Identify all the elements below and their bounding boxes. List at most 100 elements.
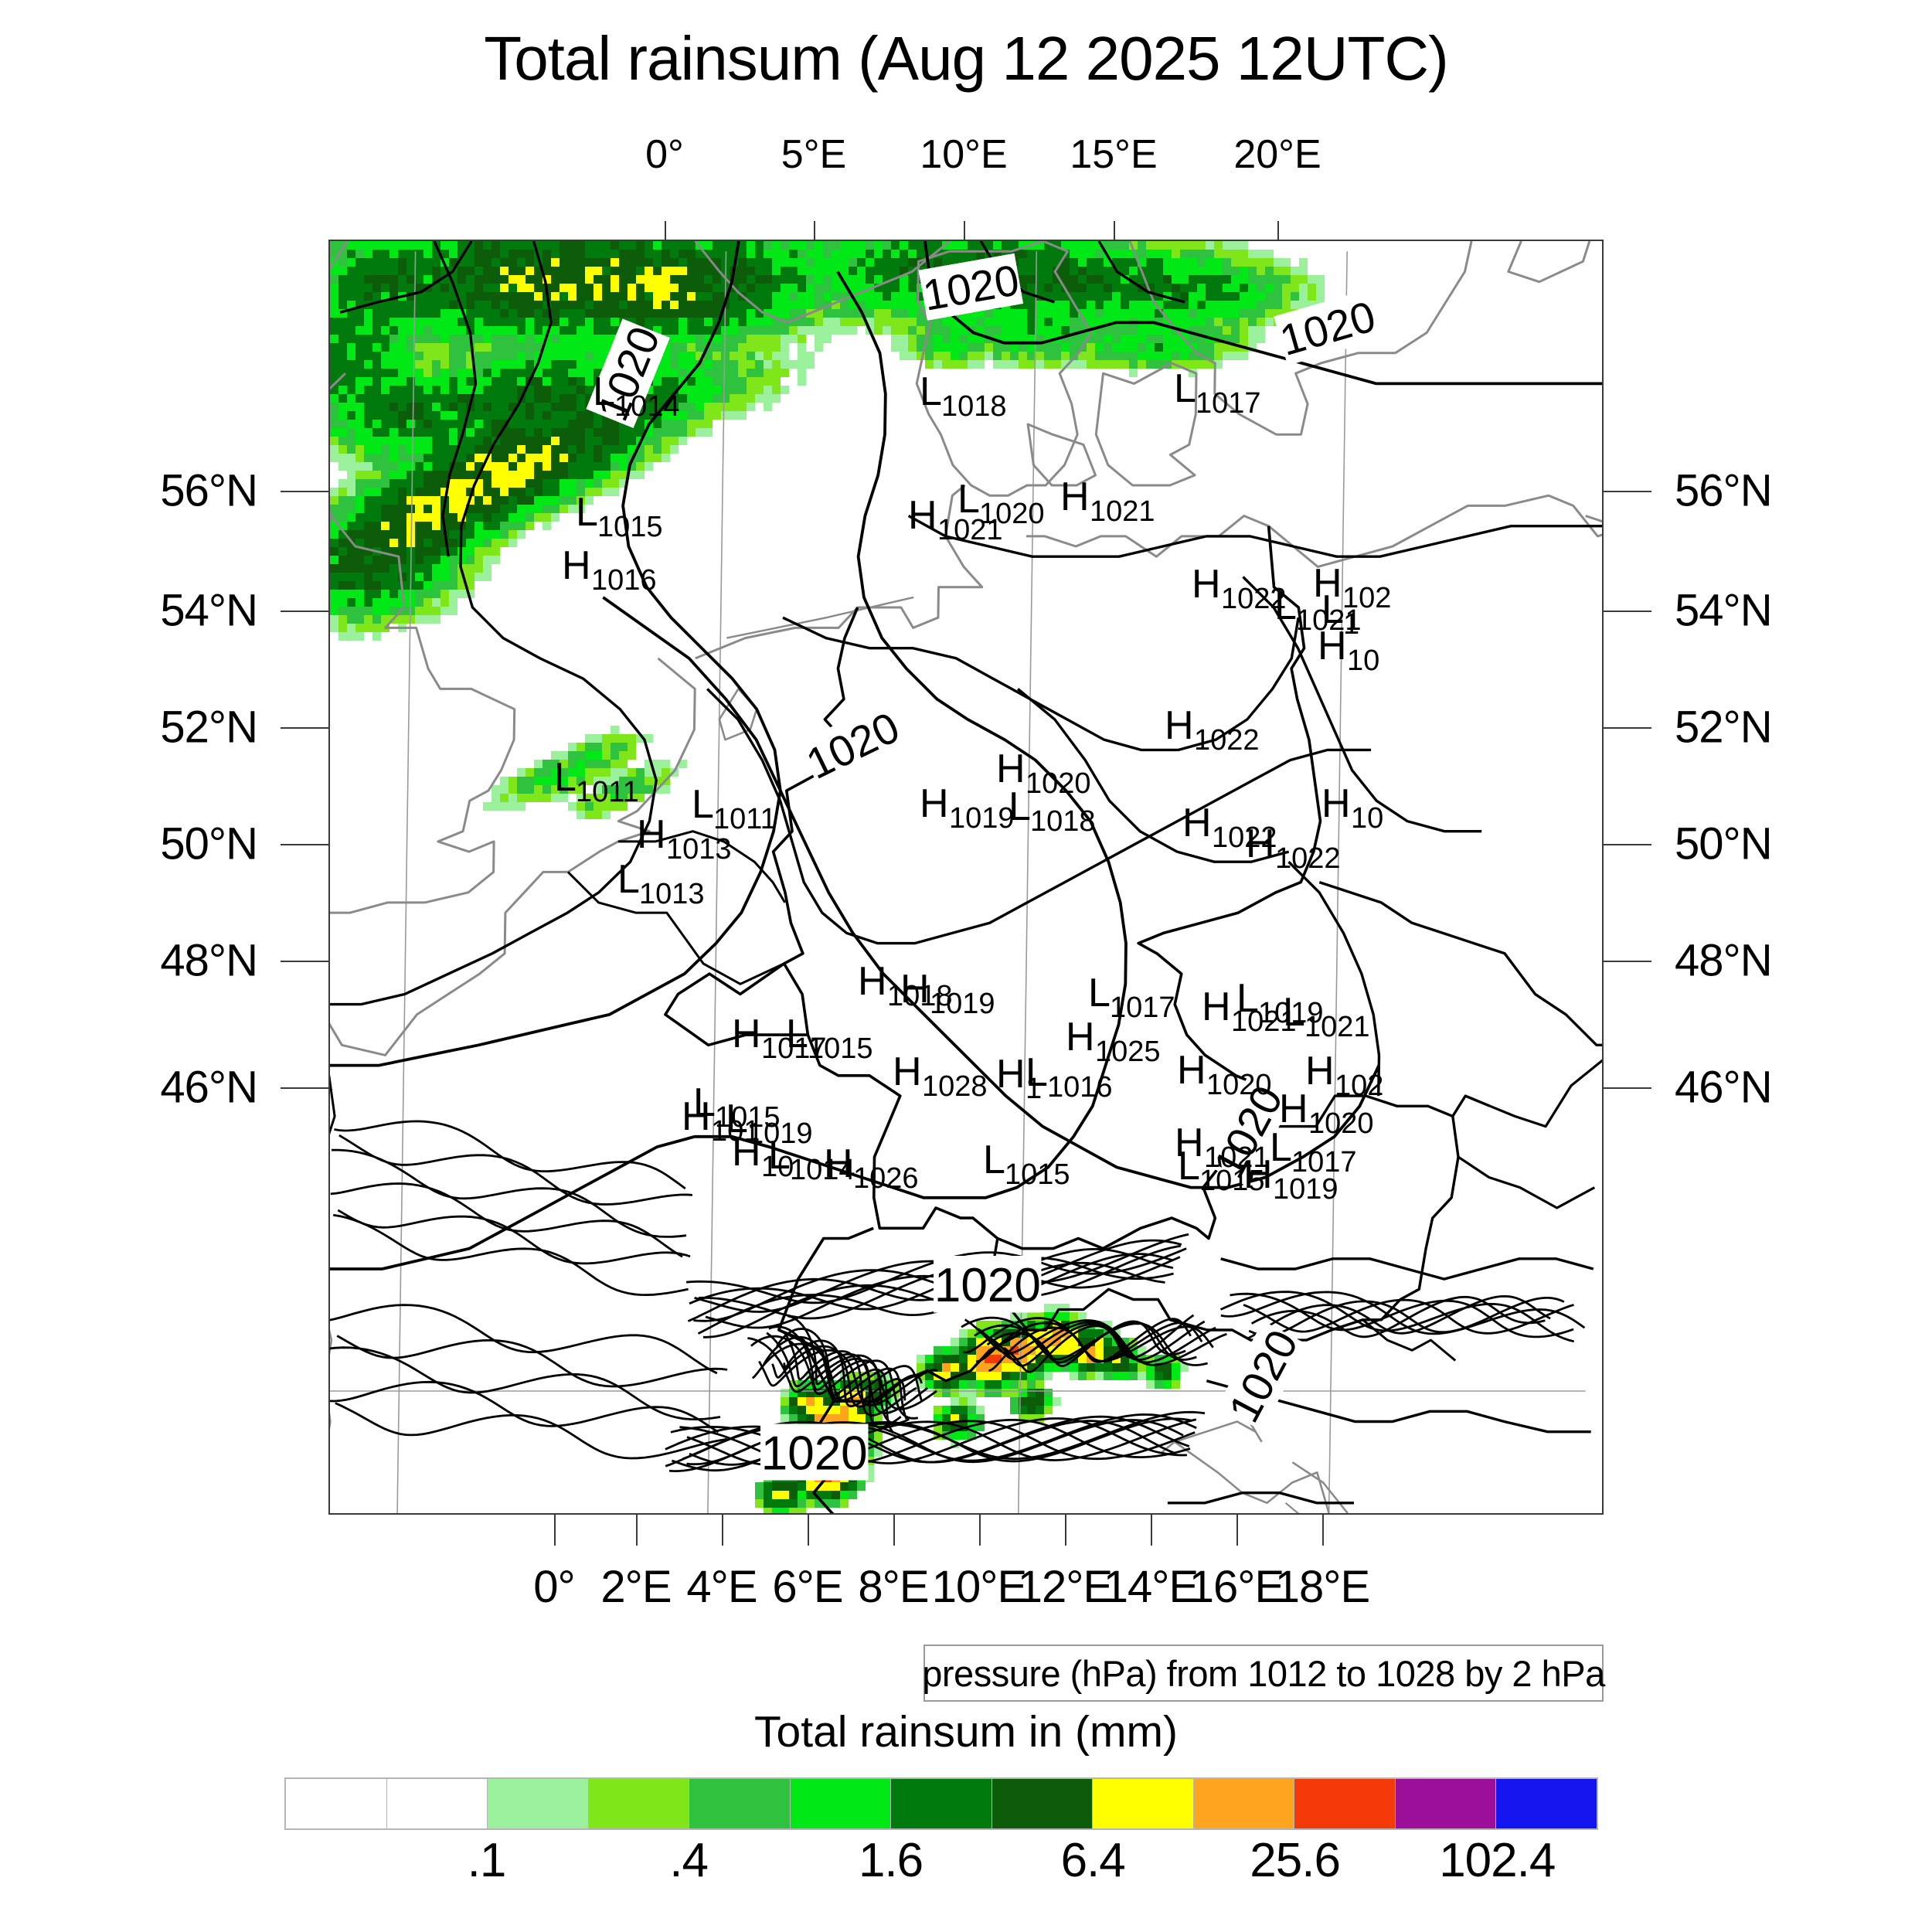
colorbar-swatch-0[interactable] (286, 1779, 387, 1828)
isobar-alps-n-8 (697, 1261, 1165, 1335)
isobar-1020-sweep (602, 596, 1381, 1189)
extremum-value: 1018 (1030, 805, 1096, 838)
extremum-value: 1015 (715, 1101, 781, 1134)
extremum-type: L (1174, 366, 1196, 411)
meridian-15 (1328, 251, 1348, 1513)
isobar-alps-n-4 (689, 1257, 1174, 1311)
extremum-value: 1021 (1231, 1005, 1297, 1038)
colorbar-swatch-3[interactable] (588, 1779, 690, 1828)
isobar-1021-c (1017, 688, 1290, 863)
border-be-fr (566, 871, 785, 985)
extremum-type: L (1283, 990, 1305, 1035)
colorbar-swatch-12[interactable] (1496, 1779, 1597, 1828)
isobar-contour-layer (330, 241, 1602, 1505)
extremum-value: 1018 (887, 980, 953, 1012)
colorbar-swatch-5[interactable] (790, 1779, 892, 1828)
pressure-low-marker: L 1019 (1236, 976, 1324, 1029)
isobar-1016-a (433, 241, 478, 557)
lat-tickmark-left-2 (281, 727, 328, 729)
extremum-type: L (1321, 587, 1344, 632)
extremum-type: L (957, 477, 980, 522)
colorbar-tick-1: .4 (669, 1834, 709, 1887)
pressure-low-marker: L 1014 (768, 1133, 855, 1186)
extremum-type: H (1321, 781, 1351, 826)
isobar-alps-s-7 (689, 1417, 1192, 1466)
colorbar[interactable] (284, 1777, 1598, 1830)
colorbar-swatch-10[interactable] (1294, 1779, 1396, 1828)
isobar-1020-pl (1287, 860, 1381, 1097)
extremum-value: 1015 (1199, 1165, 1265, 1197)
isobar-alps-w-9 (783, 1339, 906, 1408)
extremum-value: 1021 (1304, 1011, 1370, 1043)
lon-tick-bottom-1: 2°E (600, 1562, 672, 1612)
extremum-type: L (786, 1012, 808, 1056)
lon-tick-top-3: 15°E (1070, 132, 1158, 177)
pressure-low-marker: L 1015 (1178, 1144, 1265, 1197)
isobar-balkan-2 (1230, 1292, 1574, 1338)
colorbar-swatch-2[interactable] (488, 1779, 589, 1828)
isobar-france-s-2 (330, 1346, 721, 1421)
colorbar-swatch-8[interactable] (1093, 1779, 1194, 1828)
extremum-value: 1026 (853, 1162, 919, 1195)
extremum-value: 1020 (979, 498, 1045, 530)
pressure-high-marker: H 1026 (824, 1141, 919, 1195)
pressure-high-marker: H 10 (732, 1130, 794, 1183)
colorbar-tick-5: 102.4 (1439, 1834, 1556, 1887)
lon-tick-top-4: 20°E (1233, 132, 1321, 177)
colorbar-title: Total rainsum in (mm) (754, 1707, 1178, 1757)
extremum-value: 1022 (1212, 821, 1277, 854)
lat-tickmark-left-3 (281, 844, 328, 845)
colorbar-swatch-6[interactable] (891, 1779, 992, 1828)
map-panel[interactable]: 1020 1020 1020 1020 1020 1020 1020 1020 L 1014 L 1… (328, 240, 1604, 1515)
extremum-value: 1025 (1095, 1036, 1161, 1068)
lon-tickmark-top-4 (1277, 221, 1279, 240)
colorbar-swatch-7[interactable] (992, 1779, 1094, 1828)
extremum-value: 102 (1342, 582, 1391, 614)
extremum-type: L (1026, 1050, 1048, 1095)
extremum-value: 1014 (790, 1154, 855, 1186)
extremum-type: H (1182, 801, 1212, 845)
extremum-type: L (593, 369, 615, 414)
pressure-high-marker: H 1020 (1177, 1048, 1272, 1101)
lat-tick-right-4: 48°N (1675, 935, 1773, 986)
lat-tick-right-0: 56°N (1675, 465, 1773, 516)
coastline-gotland (1507, 241, 1591, 284)
extremum-type: H (1060, 474, 1090, 519)
isobar-1020-hu (1220, 1257, 1594, 1281)
isobar-alps-e-8 (986, 1320, 1186, 1368)
isobar-alps-e-2 (961, 1316, 1208, 1366)
extremum-value: 1021 (1296, 604, 1362, 637)
lon-tick-bottom-9: 18°E (1274, 1562, 1370, 1612)
extremum-value: 1020 (1206, 1069, 1272, 1101)
border-sk-n (1489, 1059, 1602, 1128)
extremum-type: L (692, 782, 714, 827)
colorbar-swatch-11[interactable] (1395, 1779, 1497, 1828)
extremum-type: H (562, 543, 591, 588)
extremum-type: H (1305, 1049, 1335, 1094)
border-austria-s (989, 1116, 1460, 1342)
isobar-balkan-1 (1219, 1291, 1575, 1343)
colorbar-swatch-4[interactable] (689, 1779, 791, 1828)
extremum-type: H (824, 1141, 853, 1186)
pressure-low-marker: L 1020 (957, 477, 1045, 530)
pressure-high-marker: H 1021 (908, 493, 1003, 546)
coastline-sweden-s (1128, 241, 1473, 436)
pressure-high-marker: H 1028 (893, 1049, 988, 1103)
extremum-value: 1013 (639, 878, 705, 910)
lon-tickmark-bottom-2 (722, 1515, 723, 1546)
pressure-high-marker: H 1019 (900, 967, 995, 1020)
isobar-1018-a (330, 241, 658, 1006)
page-title: Total rainsum (Aug 12 2025 12UTC) (484, 24, 1449, 93)
extremum-type: H (858, 959, 887, 1004)
lat-tick-left-3: 50°N (160, 818, 258, 869)
lat-tick-left-0: 56°N (160, 465, 258, 516)
lon-tickmark-bottom-7 (1151, 1515, 1152, 1546)
lat-tickmark-left-0 (281, 491, 328, 492)
colorbar-swatch-1[interactable] (386, 1779, 488, 1828)
colorbar-swatch-9[interactable] (1193, 1779, 1295, 1828)
lat-tickmark-left-1 (281, 611, 328, 612)
pressure-high-marker: H 1022 (1182, 801, 1277, 854)
isobar-value-label-5: 1020 (934, 1256, 1042, 1313)
